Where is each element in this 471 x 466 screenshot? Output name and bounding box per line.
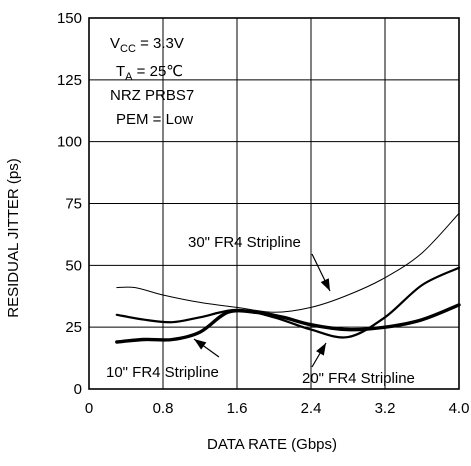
arrow-30in-stripline [311,253,331,292]
x-tick-label: 0 [85,400,93,417]
series-30in-stripline [116,212,460,313]
y-tick-label: 50 [65,257,82,274]
series-10in-stripline [115,303,461,344]
y-tick-label: 25 [65,319,82,336]
arrow-20in-stripline [311,342,327,368]
series-20in-stripline [115,266,461,339]
series-annotations: 30" FR4 Stripline 20" FR4 Stripline 10" … [106,234,415,387]
label-10in-stripline: 10" FR4 Stripline [106,364,219,381]
label-30in-stripline: 30" FR4 Stripline [188,234,301,251]
x-tick-label: 4.0 [449,400,470,417]
annotation-arrows [193,253,331,368]
pem-condition: PEM = Low [116,111,193,128]
vcc-condition: VCC = 3.3V [110,35,184,55]
x-tick-labels: 0 0.8 1.6 2.4 3.2 4.0 [85,400,470,417]
series-layer [115,212,461,344]
test-conditions: VCC = 3.3V TA = 25℃ NRZ PRBS7 PEM = Low [110,35,194,128]
y-tick-label: 0 [74,381,82,398]
x-axis-title: DATA RATE (Gbps) [207,436,337,453]
arrow-10in-stripline [193,338,220,358]
y-tick-labels: 0 25 50 75 100 125 150 [57,10,82,398]
y-axis-title: RESIDUAL JITTER (ps) [5,158,22,317]
plot-frame [88,17,460,390]
x-tick-label: 1.6 [227,400,248,417]
label-20in-stripline: 20" FR4 Stripline [302,370,415,387]
y-tick-label: 100 [57,134,82,151]
pattern-condition: NRZ PRBS7 [110,87,194,104]
x-tick-label: 0.8 [153,400,174,417]
y-tick-label: 150 [57,10,82,27]
y-tick-label: 125 [57,72,82,89]
x-tick-label: 3.2 [375,400,396,417]
ta-condition: TA = 25℃ [116,63,183,83]
y-tick-label: 75 [65,196,82,213]
x-tick-label: 2.4 [301,400,322,417]
